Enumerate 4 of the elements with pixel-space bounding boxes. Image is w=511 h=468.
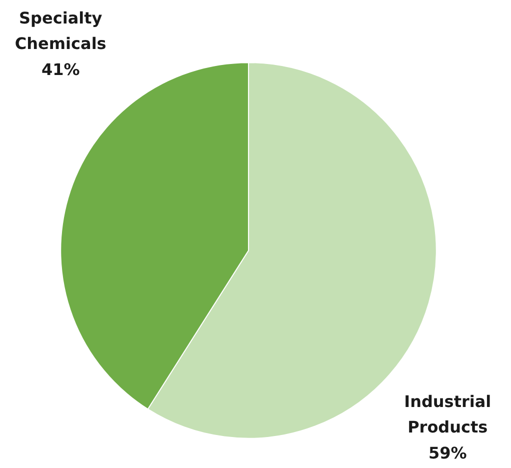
slice-label: Industrial Products (404, 392, 492, 437)
data-label: 59% (428, 443, 467, 462)
slice-label: Specialty Chemicals (14, 8, 106, 54)
data-label: 41% (41, 60, 80, 79)
